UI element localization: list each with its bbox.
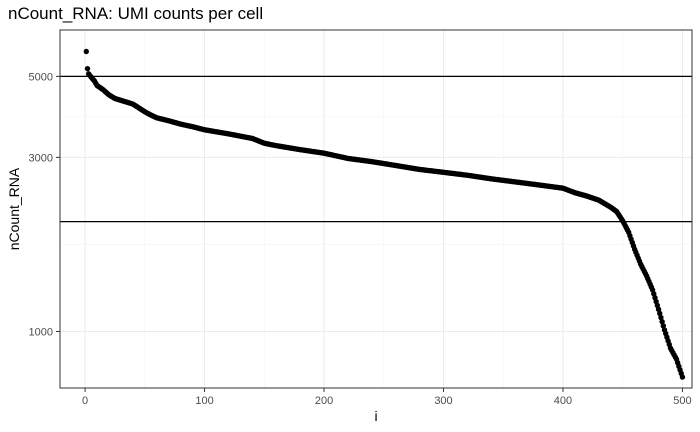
x-tick-label: 300 — [434, 395, 452, 407]
data-point — [660, 323, 667, 329]
data-point — [658, 314, 664, 321]
x-tick-label: 0 — [82, 395, 88, 407]
data-point — [655, 306, 662, 313]
y-axis-ticks: 1000 3000 5000 — [29, 71, 60, 338]
data-point — [679, 374, 686, 380]
x-axis-title: i — [374, 408, 377, 424]
y-tick-label: 1000 — [29, 326, 53, 338]
data-point — [84, 65, 91, 72]
x-tick-label: 200 — [315, 395, 333, 407]
data-points — [83, 48, 686, 380]
x-tick-label: 400 — [554, 395, 572, 407]
y-tick-label: 5000 — [29, 71, 53, 83]
x-tick-label: 100 — [195, 395, 213, 407]
data-point — [83, 48, 89, 55]
major-gridlines — [60, 30, 692, 388]
panel-border — [59, 29, 693, 389]
y-axis-title: nCount_RNA — [6, 167, 22, 250]
chart-title: nCount_RNA: UMI counts per cell — [8, 4, 263, 23]
data-point — [659, 318, 665, 325]
data-point — [657, 310, 663, 317]
x-tick-label: 500 — [673, 395, 691, 407]
x-axis-ticks: 0 100 200 300 400 500 — [82, 388, 692, 407]
threshold-lines — [60, 75, 692, 223]
y-tick-label: 3000 — [29, 152, 53, 164]
minor-gridlines — [60, 30, 692, 388]
